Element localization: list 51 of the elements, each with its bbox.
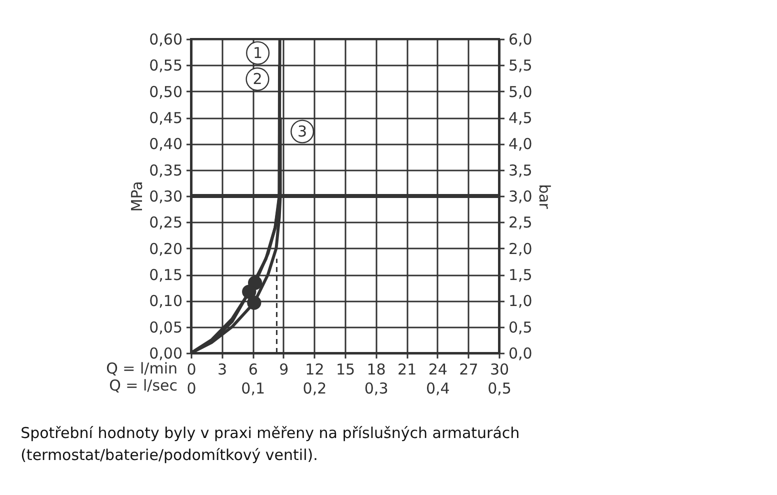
y-tick-label: 0,35 — [149, 161, 182, 180]
x-tick-label: 9 — [279, 360, 289, 378]
x-tick-label: 12 — [305, 360, 324, 378]
y2-tick-label: 5,5 — [508, 56, 532, 75]
x-tick-label: 30 — [490, 360, 510, 378]
legend-label: 2 — [252, 70, 262, 88]
y2-axis-title: bar — [535, 184, 554, 210]
x-tick-label: 24 — [428, 360, 448, 378]
x2-tick-label: 0 — [186, 380, 196, 398]
y2-tick-label: 0,5 — [508, 318, 532, 336]
y2-tick-label: 3,5 — [508, 161, 532, 180]
y2-tick-label: 2,0 — [508, 240, 532, 258]
y-tick-label: 0,20 — [149, 240, 182, 258]
y2-tick-label: 6,0 — [508, 30, 532, 48]
x-tick-label: 15 — [336, 360, 356, 378]
y-tick-label: 0,25 — [149, 214, 182, 232]
y2-tick-label: 5,0 — [508, 82, 532, 101]
x-tick-label: 3 — [218, 360, 228, 378]
y-tick-label: 0,10 — [149, 292, 182, 310]
x2-axis-title: Q = l/sec — [109, 376, 178, 394]
y-tick-label: 0,45 — [149, 109, 182, 127]
series-label: 3 — [298, 122, 308, 140]
y-tick-label: 0,50 — [149, 82, 182, 101]
x-tick-label: 18 — [366, 360, 386, 378]
y-tick-label: 0,60 — [149, 30, 182, 48]
y-tick-label: 0,15 — [149, 266, 182, 284]
x2-tick-label: 0,4 — [426, 380, 450, 398]
y-tick-label: 0,05 — [149, 318, 182, 336]
y-axis-title: MPa — [128, 181, 146, 212]
series-label: 1 — [253, 44, 263, 62]
text: Spotřební hodnoty byly v praxi měřeny na příslušných armaturách (termostat/baterie/podomítkový ventil). — [20, 424, 520, 464]
y-tick-label: 0,00 — [149, 344, 182, 362]
y2-tick-label: 4,5 — [508, 109, 532, 127]
x2-tick-label: 0,2 — [302, 380, 327, 398]
y2-tick-label: 0,0 — [508, 344, 532, 362]
x-tick-label: 0 — [186, 360, 196, 378]
y2-tick-label: 2,5 — [508, 214, 532, 232]
x2-tick-label: 0,5 — [488, 380, 512, 398]
x2-tick-label: 0,1 — [241, 380, 266, 398]
x-tick-label: 21 — [398, 360, 417, 378]
y2-tick-label: 1,5 — [508, 266, 532, 284]
y2-tick-label: 1,0 — [508, 292, 532, 310]
y2-tick-label: 3,0 — [508, 188, 532, 206]
y-tick-label: 0,40 — [149, 135, 182, 154]
y-tick-label: 0,55 — [149, 56, 182, 75]
x2-tick-label: 0,3 — [364, 380, 388, 398]
x-axis-title: Q = l/min — [106, 360, 178, 378]
y2-tick-label: 4,0 — [508, 135, 532, 154]
y-tick-label: 0,30 — [149, 188, 182, 206]
x-tick-label: 6 — [248, 360, 258, 378]
x-tick-label: 27 — [459, 360, 478, 378]
